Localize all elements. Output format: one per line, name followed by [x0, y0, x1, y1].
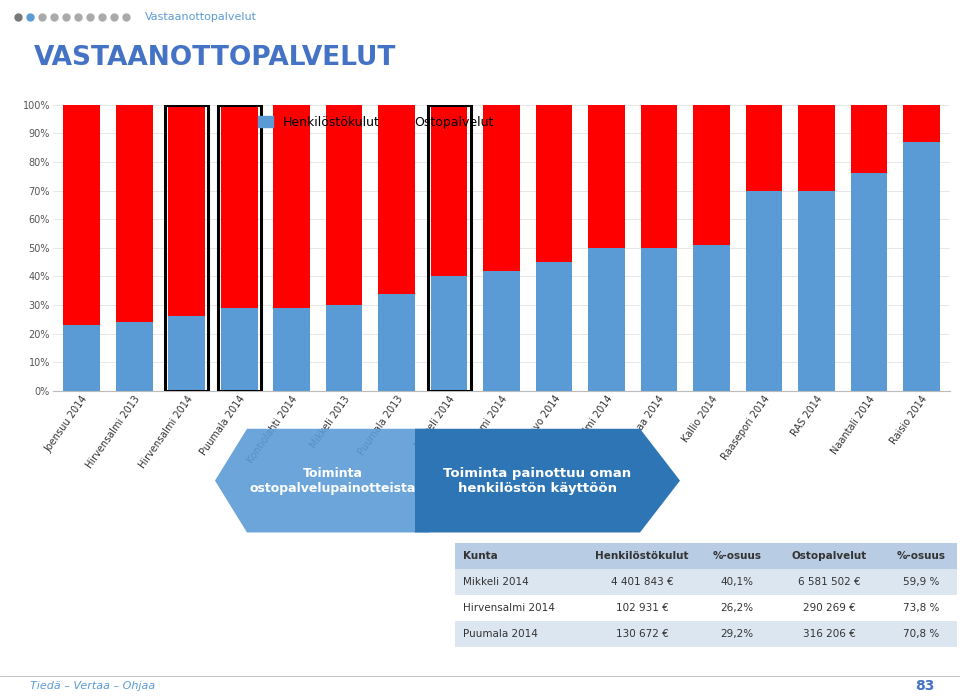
Text: 73,8 %: 73,8 % — [902, 603, 939, 614]
Bar — [455, 621, 583, 647]
Bar — [168, 316, 205, 391]
Bar — [588, 248, 625, 391]
Bar — [378, 105, 415, 294]
Bar — [63, 105, 100, 325]
Bar — [378, 294, 415, 391]
Bar — [165, 105, 208, 391]
Bar — [746, 191, 782, 391]
Text: 290 269 €: 290 269 € — [803, 603, 855, 614]
Bar — [483, 105, 520, 271]
Bar — [325, 305, 363, 391]
Bar — [455, 570, 583, 595]
Text: Hirvensalmi 2014: Hirvensalmi 2014 — [463, 603, 555, 614]
Bar — [427, 105, 470, 391]
Bar — [431, 105, 468, 276]
Bar — [583, 621, 701, 647]
Text: %-osuus: %-osuus — [712, 551, 761, 561]
Bar — [701, 595, 773, 621]
Bar — [903, 105, 940, 142]
Text: Puumala 2014: Puumala 2014 — [463, 629, 538, 639]
Bar — [116, 322, 153, 391]
Text: VASTAANOTTOPALVELUT: VASTAANOTTOPALVELUT — [34, 45, 396, 71]
Bar — [63, 325, 100, 391]
Text: Henkilöstökulut: Henkilöstökulut — [595, 551, 688, 561]
Text: HENKILÖSTÖKULUJEN JA OSTOPALVELUKUSTANNUSTEN %-JAKAUTUMINEN: HENKILÖSTÖKULUJEN JA OSTOPALVELUKUSTANNU… — [42, 70, 531, 85]
Polygon shape — [215, 429, 430, 533]
Text: 70,8 %: 70,8 % — [902, 629, 939, 639]
Text: Toiminta painottuu oman
henkilöstön käyttöön: Toiminta painottuu oman henkilöstön käyt… — [444, 467, 632, 495]
Bar — [583, 595, 701, 621]
Bar — [640, 248, 678, 391]
Bar — [746, 105, 782, 191]
Bar — [221, 105, 257, 308]
Bar — [773, 621, 885, 647]
Bar — [693, 105, 730, 245]
Text: Toiminta
ostopalvelupainotteista: Toiminta ostopalvelupainotteista — [250, 467, 416, 495]
Bar — [773, 544, 885, 570]
Bar — [583, 570, 701, 595]
Bar — [798, 191, 835, 391]
Bar — [885, 570, 957, 595]
Text: %-osuus: %-osuus — [897, 551, 946, 561]
Bar — [455, 595, 583, 621]
Bar — [274, 105, 310, 308]
Bar — [325, 105, 363, 305]
Text: 83: 83 — [916, 679, 935, 693]
Text: Tiedä – Vertaa – Ohjaa: Tiedä – Vertaa – Ohjaa — [30, 681, 156, 691]
Bar — [773, 595, 885, 621]
Bar — [701, 570, 773, 595]
Text: Vastaanottopalvelut: Vastaanottopalvelut — [145, 13, 257, 22]
Legend: Henkilöstökulut, Ostopalvelut: Henkilöstökulut, Ostopalvelut — [252, 111, 499, 134]
Text: 6 581 502 €: 6 581 502 € — [798, 577, 860, 587]
Text: 102 931 €: 102 931 € — [615, 603, 668, 614]
Bar — [773, 570, 885, 595]
Bar — [693, 245, 730, 391]
Bar — [588, 105, 625, 248]
Bar — [536, 105, 572, 262]
Text: Mikkeli 2014: Mikkeli 2014 — [463, 577, 529, 587]
Text: 40,1%: 40,1% — [721, 577, 754, 587]
Bar — [851, 173, 887, 391]
Bar — [885, 544, 957, 570]
Bar — [168, 105, 205, 316]
Bar — [536, 262, 572, 391]
Polygon shape — [415, 429, 680, 533]
Bar — [431, 276, 468, 391]
Bar — [455, 544, 583, 570]
Bar — [218, 105, 261, 391]
Bar — [885, 621, 957, 647]
Bar — [851, 105, 887, 173]
Text: 4 401 843 €: 4 401 843 € — [611, 577, 673, 587]
Bar — [885, 595, 957, 621]
Bar — [483, 271, 520, 391]
Text: 59,9 %: 59,9 % — [902, 577, 939, 587]
Text: Kunta: Kunta — [463, 551, 497, 561]
Bar — [903, 142, 940, 391]
Bar — [701, 544, 773, 570]
Text: 26,2%: 26,2% — [720, 603, 754, 614]
Text: 29,2%: 29,2% — [720, 629, 754, 639]
Text: Ostopalvelut: Ostopalvelut — [791, 551, 867, 561]
Bar — [701, 621, 773, 647]
Text: 130 672 €: 130 672 € — [615, 629, 668, 639]
Bar — [640, 105, 678, 248]
Bar — [274, 308, 310, 391]
Bar — [798, 105, 835, 191]
Bar — [583, 544, 701, 570]
Text: 316 206 €: 316 206 € — [803, 629, 855, 639]
Bar — [116, 105, 153, 322]
Bar — [221, 308, 257, 391]
